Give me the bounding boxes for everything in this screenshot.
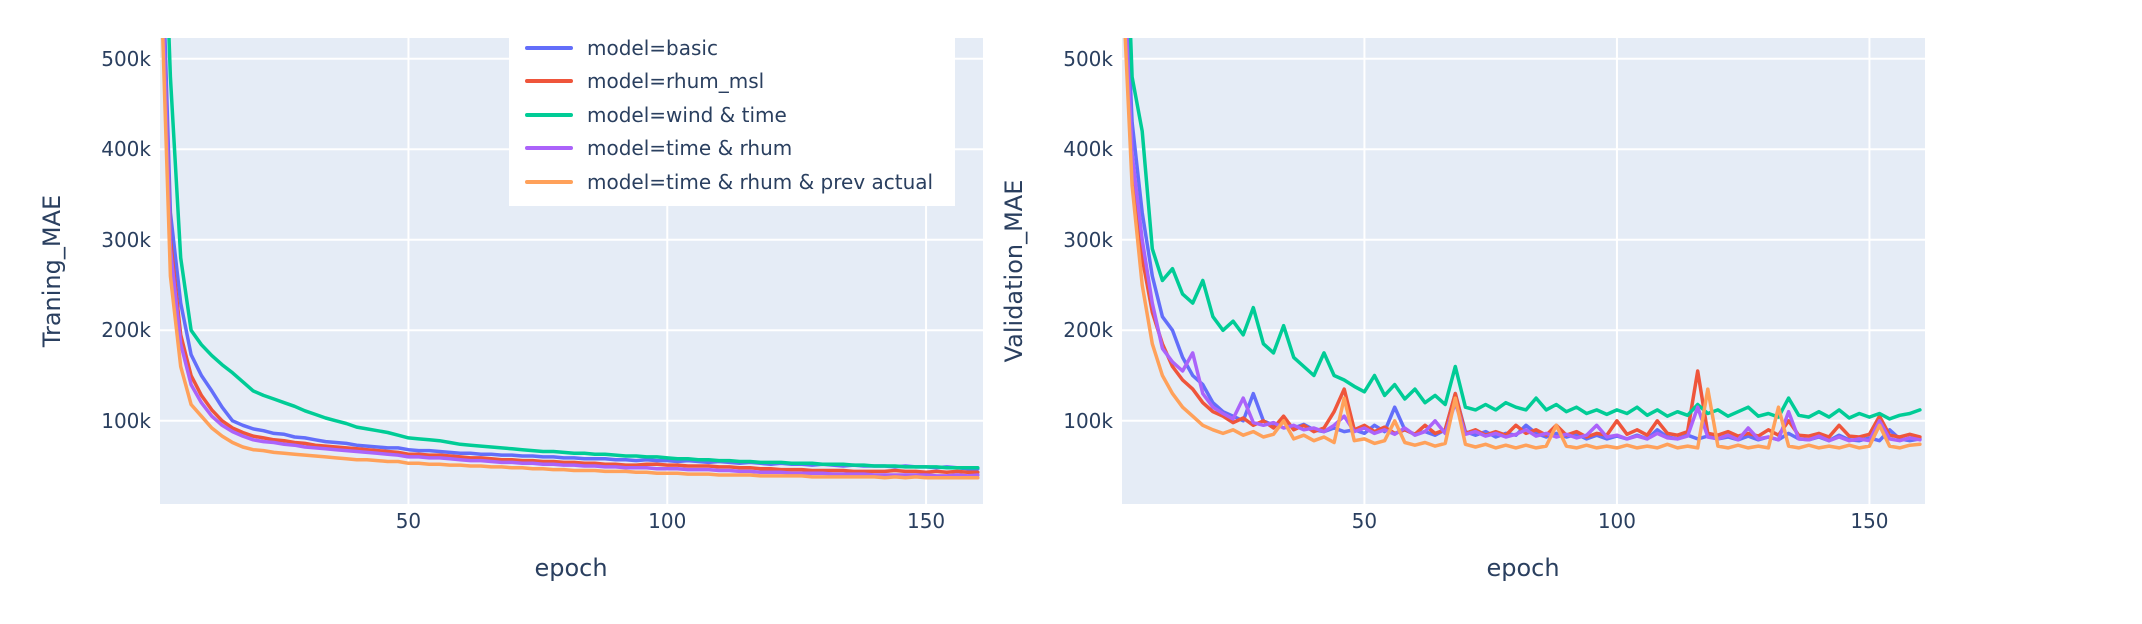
legend-line-swatch	[525, 179, 573, 184]
x-tick-label: 150	[1850, 509, 1889, 533]
y-tick-label: 200k	[1063, 318, 1113, 343]
legend-line-swatch	[525, 79, 573, 84]
series-line-3[interactable]	[160, 38, 980, 478]
legend: model=basic model=rhum_msl model=wind & ti…	[509, 24, 956, 206]
y-tick-label: 100k	[101, 408, 151, 433]
y-tick-label: 300k	[1063, 227, 1113, 252]
legend-item-2[interactable]: model=wind & time	[509, 98, 933, 132]
y-axis-title-validation: Validation_MAE	[1000, 179, 1028, 363]
series-line-4[interactable]	[160, 38, 980, 480]
legend-item-0[interactable]: model=basic	[509, 31, 933, 65]
y-tick-label: 400k	[101, 137, 151, 162]
legend-item-label: model=rhum_msl	[587, 69, 765, 94]
x-tick-label: 50	[395, 509, 422, 533]
y-tick-label: 500k	[1063, 46, 1113, 71]
validation-plot-area[interactable]	[1122, 38, 1925, 504]
x-tick-label: 100	[1597, 509, 1637, 533]
x-axis-title-validation: epoch	[1486, 554, 1560, 582]
y-tick-label: 500k	[101, 46, 151, 71]
series-line-2[interactable]	[160, 38, 980, 470]
x-tick-label: 50	[1351, 509, 1378, 533]
legend-item-1[interactable]: model=rhum_msl	[509, 65, 933, 99]
legend-item-label: model=wind & time	[587, 102, 787, 127]
legend-item-label: model=time & rhum & prev actual	[587, 169, 934, 194]
series-line-4[interactable]	[1122, 38, 1922, 450]
legend-line-swatch	[525, 146, 573, 151]
legend-item-3[interactable]: model=time & rhum	[509, 132, 933, 166]
legend-line-swatch	[525, 45, 573, 50]
series-line-3[interactable]	[1122, 38, 1922, 443]
series-line-2[interactable]	[1122, 38, 1922, 421]
legend-item-label: model=basic	[587, 35, 718, 60]
legend-item-4[interactable]: model=time & rhum & prev actual	[509, 165, 933, 199]
legend-item-label: model=time & rhum	[587, 136, 793, 161]
legend-line-swatch	[525, 112, 573, 117]
y-tick-label: 100k	[1063, 408, 1113, 433]
y-tick-label: 400k	[1063, 137, 1113, 162]
y-tick-label: 300k	[101, 227, 151, 252]
y-tick-label: 200k	[101, 318, 151, 343]
x-axis-title-training: epoch	[534, 554, 608, 582]
x-tick-label: 150	[906, 509, 946, 533]
series-line-1[interactable]	[160, 38, 980, 475]
y-axis-title-training: Traning_MAE	[38, 194, 66, 348]
x-tick-label: 100	[648, 509, 687, 533]
